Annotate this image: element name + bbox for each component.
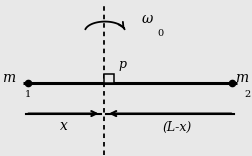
Text: m: m: [235, 71, 248, 85]
Text: m: m: [2, 71, 15, 85]
Text: x: x: [59, 119, 67, 133]
Bar: [104, 74, 114, 83]
Text: 0: 0: [157, 29, 163, 38]
Text: p: p: [118, 58, 126, 71]
Text: ω: ω: [142, 12, 153, 26]
Text: 2: 2: [245, 90, 251, 99]
Text: (L-x): (L-x): [163, 121, 192, 134]
Text: 1: 1: [24, 90, 30, 99]
